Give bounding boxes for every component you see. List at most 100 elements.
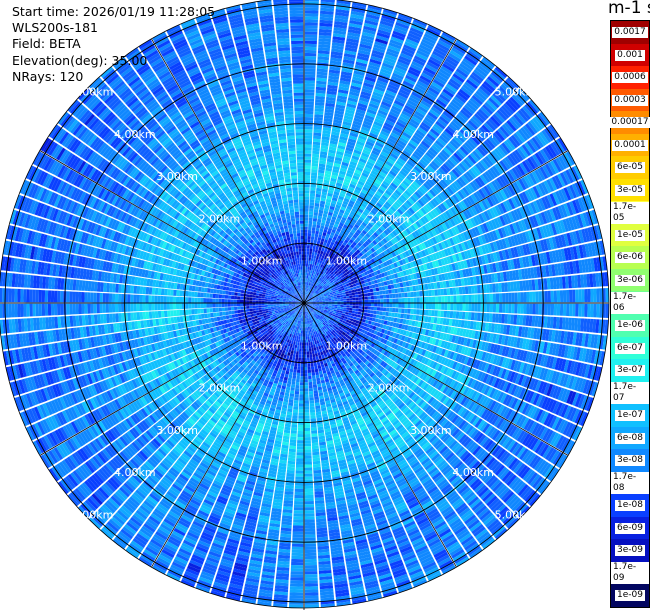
range-gate (304, 147, 312, 151)
range-gate (309, 245, 313, 249)
range-gate (312, 153, 320, 158)
range-gate (416, 309, 420, 315)
range-gate (317, 59, 329, 64)
range-gate (304, 46, 317, 51)
range-gate (332, 122, 342, 127)
range-gate (346, 103, 357, 109)
range-gate (368, 61, 381, 68)
range-gate (495, 293, 500, 303)
range-gate (346, 298, 350, 301)
range-gate (331, 298, 335, 300)
range-gate (358, 294, 362, 298)
range-gate (517, 303, 521, 314)
range-gate (333, 27, 347, 32)
range-gate (335, 8, 350, 14)
range-gate (351, 126, 360, 132)
range-gate (304, 232, 308, 236)
range-gate (304, 248, 307, 252)
range-gate (304, 187, 310, 191)
range-gate (339, 83, 350, 89)
range-gate (313, 209, 319, 213)
range-gate (304, 205, 309, 209)
range-gate (348, 26, 362, 32)
range-gate (371, 52, 384, 60)
range-gate (350, 10, 365, 17)
range-gate (312, 150, 320, 155)
range-gate (325, 198, 332, 203)
range-gate (590, 303, 594, 318)
range-gate (334, 188, 341, 193)
range-gate (355, 111, 365, 118)
range-gate (403, 313, 408, 319)
range-gate (397, 288, 401, 293)
range-gate (419, 290, 423, 297)
range-gate (326, 195, 333, 200)
range-gate (304, 141, 312, 145)
range-gate (329, 140, 338, 145)
range-gate (360, 91, 372, 97)
range-gate (351, 123, 361, 129)
range-gate (319, 154, 327, 159)
range-gate (331, 128, 341, 133)
range-gate (341, 71, 353, 77)
range-gate (351, 79, 363, 85)
range-gate (437, 289, 441, 296)
range-gate (340, 130, 350, 135)
range-gate (581, 289, 585, 303)
range-gate (334, 18, 348, 23)
range-gate (304, 110, 314, 115)
range-gate (431, 289, 435, 296)
range-gate (320, 145, 329, 150)
range-gate (392, 307, 396, 313)
range-gate (314, 233, 319, 238)
range-gate (356, 55, 369, 62)
range-gate (578, 303, 582, 317)
range-gate (314, 105, 325, 109)
range-gate (309, 193, 316, 197)
range-gate (327, 214, 332, 219)
range-gate (419, 309, 423, 316)
range-gate (382, 307, 387, 312)
range-gate (316, 224, 321, 229)
range-gate (508, 292, 512, 303)
range-gate (340, 306, 344, 310)
range-gate (492, 303, 497, 313)
range-gate (328, 305, 332, 308)
range-gate (315, 92, 326, 97)
range-gate (318, 38, 331, 43)
range-gate (304, 165, 311, 169)
range-gate (416, 291, 420, 297)
range-gate (321, 142, 329, 147)
range-gate (320, 148, 328, 153)
range-gate (328, 75, 340, 80)
range-gate (361, 31, 375, 38)
range-gate (327, 192, 333, 197)
range-gate (336, 148, 345, 153)
range-gate (505, 292, 509, 303)
range-gate (316, 184, 323, 189)
range-gate (578, 289, 582, 303)
range-gate (401, 303, 405, 308)
range-gate (304, 300, 305, 303)
range-gate (391, 289, 395, 294)
range-gate (382, 294, 387, 299)
range-gate (419, 297, 423, 303)
range-gate (304, 4, 319, 8)
range-gate (446, 310, 451, 318)
range-gate (313, 255, 317, 259)
range-gate (344, 149, 353, 155)
range-gate (338, 86, 349, 91)
range-gate (345, 106, 356, 112)
range-gate (311, 254, 314, 259)
range-gate (320, 151, 328, 156)
range-gate (315, 95, 325, 100)
range-gate (309, 202, 315, 206)
range-gate (477, 312, 481, 321)
range-gate (305, 281, 307, 285)
range-gate (309, 208, 314, 212)
range-gate (338, 139, 347, 144)
range-gate (459, 295, 463, 303)
range-gate (434, 289, 438, 296)
range-gate (319, 28, 332, 33)
range-gate (304, 25, 318, 29)
